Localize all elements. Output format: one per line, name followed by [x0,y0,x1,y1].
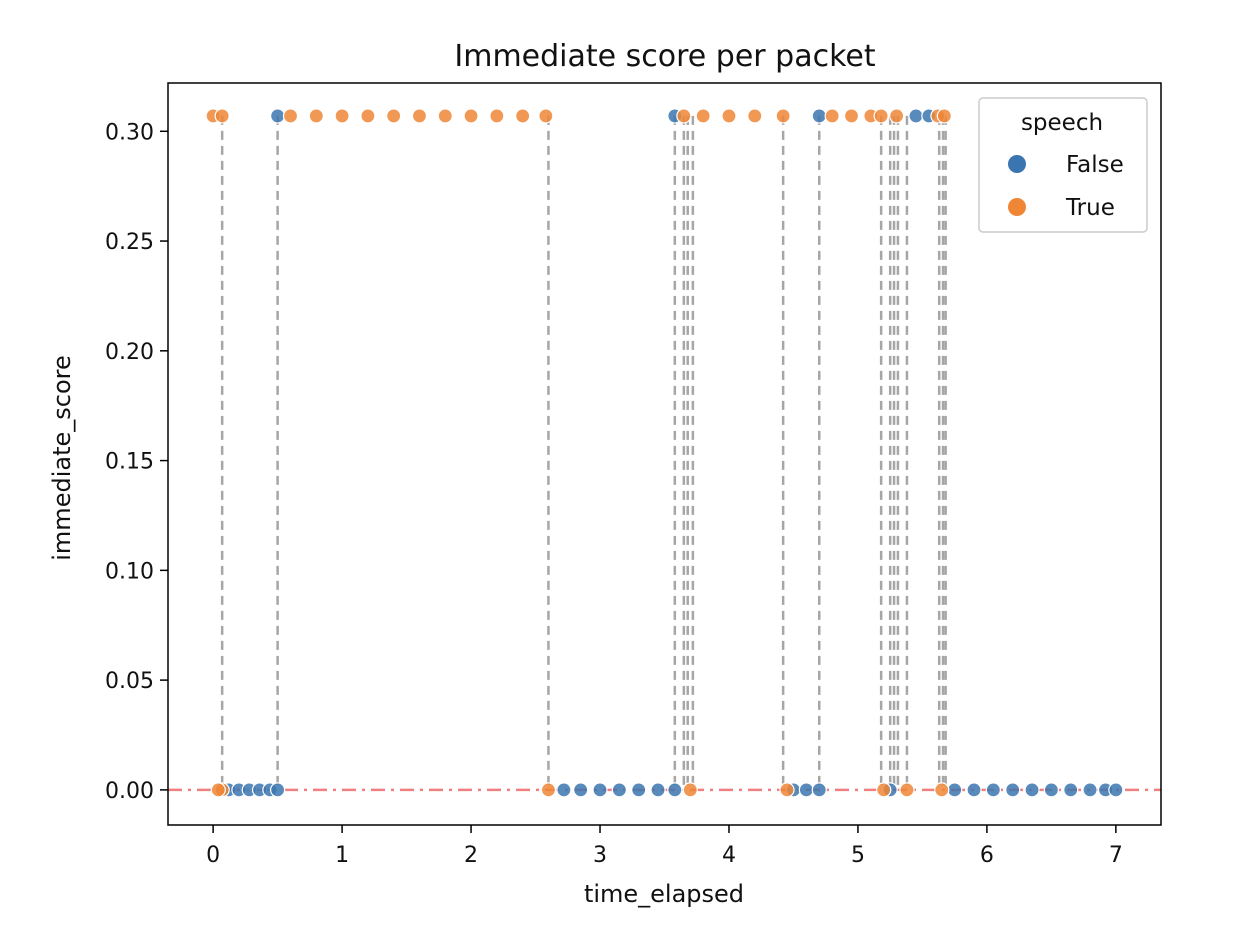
x-tick-label: 6 [980,843,994,868]
data-point-false [811,782,827,798]
data-point-true [873,108,889,124]
data-point-true [747,108,763,124]
data-point-true [775,108,791,124]
x-tick-label: 7 [1109,843,1123,868]
chart-title: Immediate score per packet [454,39,875,74]
data-point-true [899,782,915,798]
data-point-true [308,108,324,124]
data-point-true [889,108,905,124]
data-point-false [631,782,647,798]
data-point-true [515,108,531,124]
data-point-false [611,782,627,798]
legend-label-false: False [1066,152,1124,178]
data-point-true [676,108,692,124]
data-point-true [463,108,479,124]
legend-marker-false [1008,155,1026,173]
legend: speech False True [978,97,1148,233]
data-point-false [811,108,827,124]
y-tick-label: 0.10 [105,559,154,584]
data-point-true [214,108,230,124]
data-point-false [592,782,608,798]
data-point-true [282,108,299,124]
x-tick-label: 3 [593,843,607,868]
y-tick-label: 0.30 [105,120,154,145]
data-point-true [936,108,952,124]
data-point-true [538,108,554,124]
data-point-true [386,108,402,124]
data-point-false [1108,782,1124,798]
data-point-false [1024,782,1040,798]
data-point-true [682,782,698,798]
y-tick-label: 0.15 [105,450,154,475]
data-point-true [824,108,840,124]
data-point-false [1043,782,1059,798]
data-point-true [360,108,376,124]
data-point-true [489,108,505,124]
legend-marker-true [1008,198,1026,216]
data-point-false [667,782,683,798]
data-point-true [437,108,453,124]
data-point-true [934,782,950,798]
y-tick-label: 0.00 [105,779,154,804]
x-tick-label: 2 [464,843,478,868]
data-point-false [556,782,572,798]
plot-frame [167,82,1162,826]
x-tick-label: 0 [206,843,220,868]
legend-label-true: True [1065,195,1115,221]
data-point-false [270,108,286,124]
legend-box [978,97,1148,233]
y-tick-label: 0.20 [105,340,154,365]
data-point-false [270,782,286,798]
data-point-true [210,782,226,798]
x-axis-label: time_elapsed [584,880,744,908]
data-point-false [1082,782,1098,798]
data-point-false [908,108,924,124]
data-point-true [721,108,737,124]
data-point-true [540,782,557,798]
y-axis: 0.00 0.05 0.10 0.15 0.20 0.25 0.30 [105,120,168,804]
data-point-false [573,782,589,798]
data-point-true [411,108,428,124]
data-point-false [985,782,1001,798]
x-tick-label: 5 [851,843,865,868]
legend-title: speech [1021,110,1103,136]
data-point-true [843,108,860,124]
data-point-false [1063,782,1079,798]
y-tick-label: 0.05 [105,669,154,694]
y-axis-label: immediate_score [48,355,76,560]
y-tick-label: 0.25 [105,230,154,255]
data-point-false [1005,782,1021,798]
data-point-false [650,782,666,798]
x-tick-label: 1 [335,843,349,868]
data-point-false [947,782,963,798]
data-point-true [695,108,711,124]
data-point-true [876,782,892,798]
x-axis: 0 1 2 3 4 5 6 7 [206,825,1123,868]
x-tick-label: 4 [722,843,736,868]
data-point-false [966,782,982,798]
plot-area [168,108,1161,798]
data-point-false [798,782,814,798]
data-point-true [779,782,795,798]
data-point-true [334,108,350,124]
